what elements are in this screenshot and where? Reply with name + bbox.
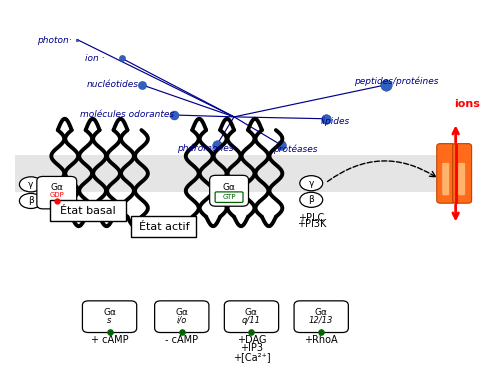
FancyBboxPatch shape — [437, 144, 456, 203]
Point — [248, 329, 255, 335]
FancyBboxPatch shape — [82, 301, 136, 333]
Point — [106, 329, 114, 335]
Point — [317, 329, 325, 335]
Text: État actif: État actif — [138, 222, 189, 231]
Text: i/o: i/o — [177, 316, 187, 325]
Ellipse shape — [300, 192, 323, 207]
Point — [277, 142, 285, 148]
FancyBboxPatch shape — [294, 301, 349, 333]
Point — [178, 329, 186, 335]
Text: γ: γ — [309, 179, 314, 188]
Text: peptides/protéines: peptides/protéines — [354, 76, 438, 86]
Text: + cAMP: + cAMP — [91, 335, 128, 345]
Text: 12/13: 12/13 — [309, 316, 333, 325]
Text: +PI3K: +PI3K — [297, 219, 326, 229]
Ellipse shape — [19, 193, 42, 208]
FancyBboxPatch shape — [453, 144, 472, 203]
Point — [138, 82, 146, 88]
Ellipse shape — [300, 176, 323, 191]
Ellipse shape — [19, 177, 42, 192]
Bar — [15, 155, 451, 192]
Text: GTP: GTP — [222, 194, 236, 200]
FancyBboxPatch shape — [50, 200, 126, 221]
Text: Gα: Gα — [175, 308, 188, 317]
FancyBboxPatch shape — [224, 301, 279, 333]
Text: +DAG: +DAG — [237, 335, 266, 345]
Text: protéases: protéases — [273, 144, 317, 154]
Text: +IP3: +IP3 — [240, 343, 263, 353]
Point — [118, 55, 126, 61]
FancyBboxPatch shape — [37, 176, 77, 209]
Text: q/11: q/11 — [242, 316, 261, 325]
Point — [73, 37, 81, 43]
Text: γ: γ — [28, 180, 33, 189]
Text: Gα: Gα — [223, 183, 236, 192]
Text: +PLC: +PLC — [298, 213, 324, 222]
Point — [53, 198, 61, 204]
Text: Gα: Gα — [50, 183, 63, 192]
FancyBboxPatch shape — [154, 301, 209, 333]
Text: β: β — [308, 195, 314, 204]
Text: Gα: Gα — [245, 308, 258, 317]
Point — [382, 82, 390, 88]
FancyBboxPatch shape — [458, 163, 465, 195]
FancyBboxPatch shape — [442, 163, 449, 195]
Text: s: s — [108, 316, 112, 325]
Text: lipides: lipides — [320, 117, 350, 126]
Text: +[Ca²⁺]: +[Ca²⁺] — [233, 352, 270, 362]
FancyBboxPatch shape — [215, 192, 243, 202]
Point — [170, 112, 178, 118]
Text: ions: ions — [454, 99, 480, 109]
Point — [213, 142, 221, 148]
Text: phéromones: phéromones — [177, 143, 233, 153]
Text: nucléotides: nucléotides — [87, 80, 139, 89]
Text: État basal: État basal — [60, 206, 116, 216]
Text: β: β — [28, 196, 34, 205]
Text: GDP: GDP — [49, 192, 64, 198]
Text: +RhoA: +RhoA — [304, 335, 338, 345]
Text: Gα: Gα — [315, 308, 328, 317]
Text: photon·: photon· — [37, 36, 72, 45]
Text: molécules odorantes: molécules odorantes — [80, 110, 174, 120]
Point — [322, 116, 330, 122]
Text: Gα: Gα — [103, 308, 116, 317]
FancyBboxPatch shape — [210, 175, 249, 206]
FancyBboxPatch shape — [131, 216, 196, 237]
Text: - cAMP: - cAMP — [165, 335, 198, 345]
Text: ion ·: ion · — [85, 54, 104, 63]
